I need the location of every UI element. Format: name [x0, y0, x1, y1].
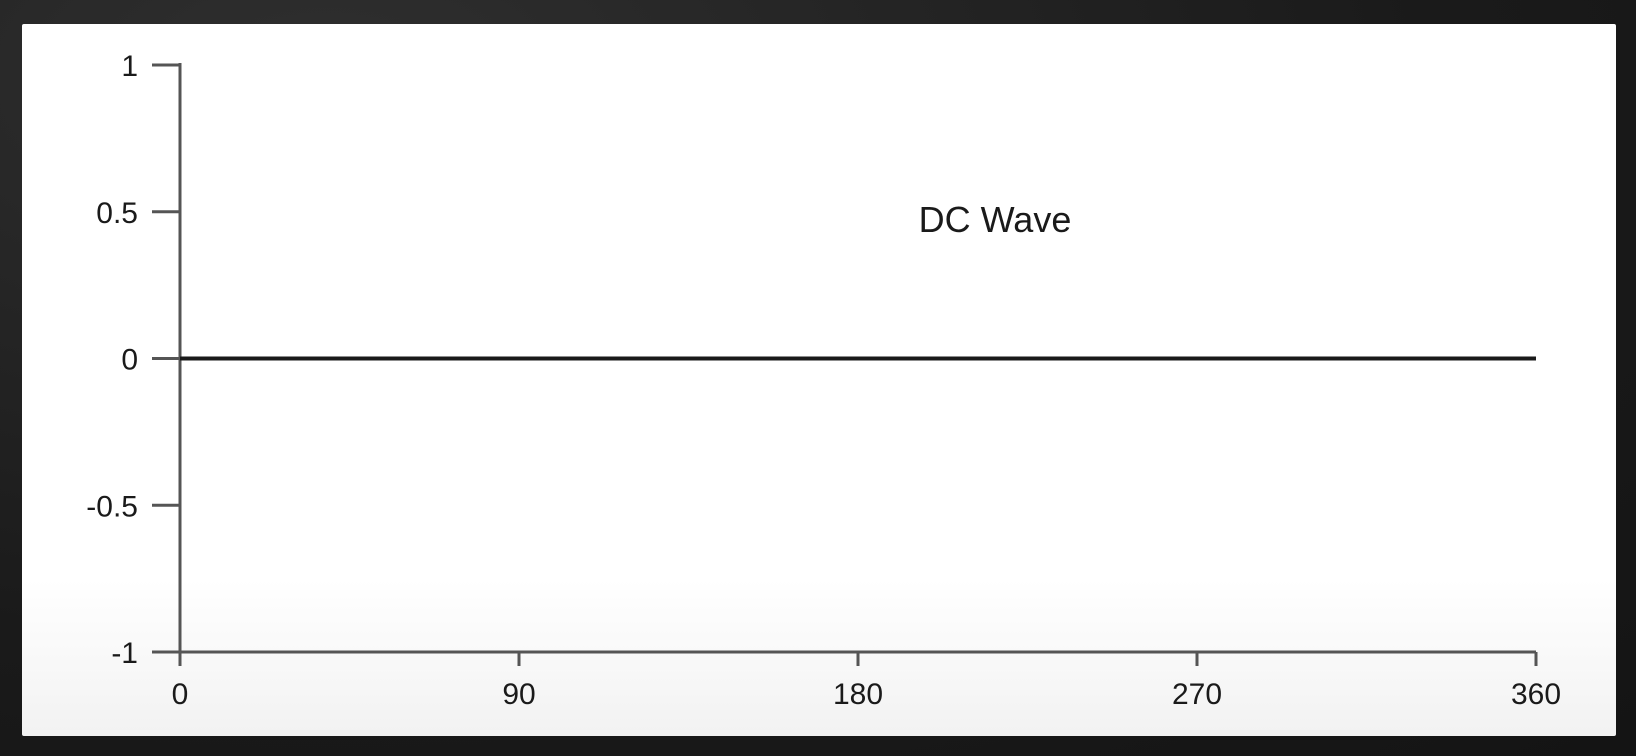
- y-tick-labels: 1 0.5 0 -0.5 -1: [86, 50, 180, 670]
- x-tick-label: 360: [1511, 678, 1561, 711]
- x-tick-labels: 0 90 180 270 360: [172, 652, 1561, 711]
- x-tick-label: 270: [1172, 678, 1222, 711]
- y-tick-label: -0.5: [86, 490, 138, 523]
- x-tick-label: 180: [833, 678, 883, 711]
- x-tick-label: 90: [502, 678, 535, 711]
- chart-axes: [152, 63, 1536, 666]
- y-tick-label: 1: [121, 50, 138, 83]
- y-tick-label: 0: [121, 344, 138, 377]
- y-tick-label: -1: [111, 637, 138, 670]
- chart-title: DC Wave: [919, 199, 1072, 240]
- y-tick-label: 0.5: [96, 197, 138, 230]
- chart-panel: [22, 24, 1616, 736]
- x-tick-label: 0: [172, 678, 189, 711]
